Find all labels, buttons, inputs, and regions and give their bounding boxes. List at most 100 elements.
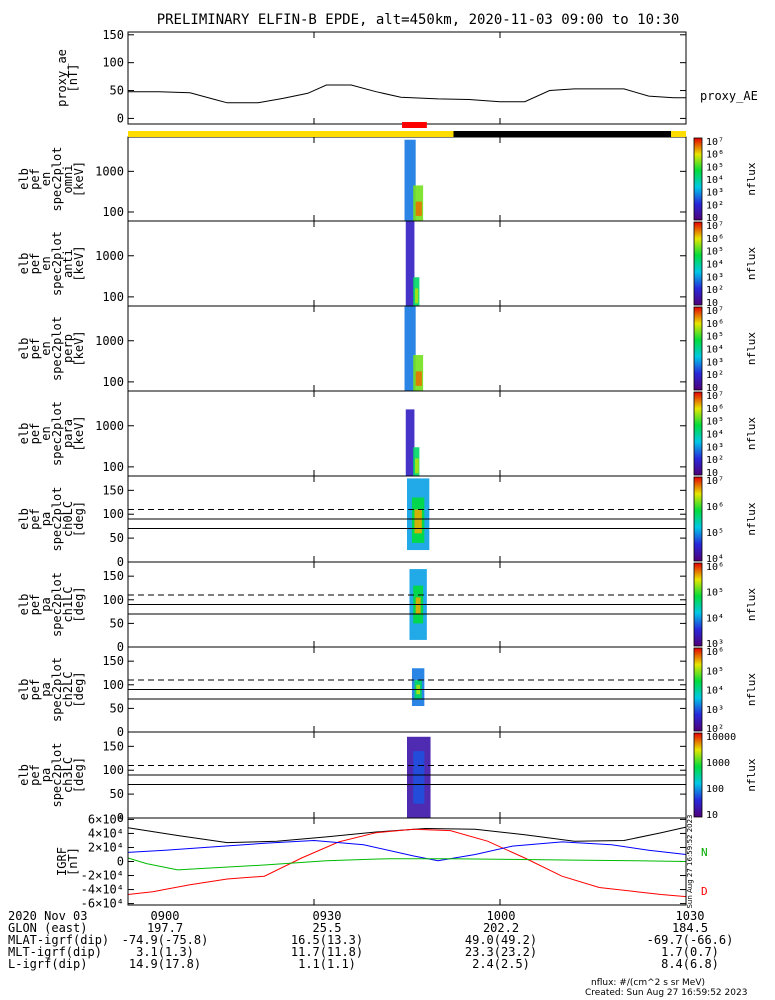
colorbar-tick-label: 10³ [706,272,724,283]
colorbar-tick-label: 10² [706,285,724,296]
ylabel-line: [deg] [72,586,86,622]
footer-row-label: MLT-igrf(dip) [8,945,102,959]
ylabel-line: [keV] [72,245,86,281]
colorbar-label: nflux [745,332,758,365]
colorbar-tick-label: 10 [706,810,718,821]
ylabel-line: spec2plot [50,401,64,466]
colorbar-label: nflux [745,247,758,280]
colorbar [693,732,703,818]
ylabel-line: [nT] [66,847,80,876]
ylabel-line: elb [17,679,31,701]
colorbar-tick-label: 10⁴ [706,260,724,271]
colorbar [693,647,703,732]
colorbar-tick-label: 10⁶ [706,647,724,658]
ylabel-line: pef [28,594,42,616]
ylabel-line: ch0LC [61,501,75,537]
colorbar-tick-label: 10⁷ [706,476,724,487]
colorbar-tick-label: 10 [706,213,718,224]
y-tick-label: 100 [102,763,124,777]
orbit-bar-segment [453,131,672,137]
footer-value: 202.2 [483,921,519,935]
y-tick-label: 150 [102,28,124,42]
footer-value: 23.3(23.2) [465,945,537,959]
colorbar-tick-label: 10² [706,370,724,381]
spectrogram-cell [415,201,422,216]
y-tick-label: 150 [102,569,124,583]
y-tick-label: -4×10⁴ [81,883,124,897]
spectrogram-cell [404,139,416,221]
y-tick-label: 100 [102,593,124,607]
ylabel-line: [deg] [72,757,86,793]
y-tick-label: 50 [110,701,124,715]
colorbar-tick-label: 10 [706,383,718,394]
y-tick-label: 0 [117,640,124,654]
chart-title: PRELIMINARY ELFIN-B EPDE, alt=450km, 202… [157,12,680,28]
y-tick-label: 50 [110,84,124,98]
spectrogram-cell [413,751,425,804]
colorbar-tick-label: 10⁴ [706,175,724,186]
footer-value: 2.4(2.5) [472,957,530,971]
ylabel-line: [nT] [66,64,80,93]
series-line [128,84,686,104]
spectrogram-cell [404,306,416,391]
ylabel-line: pef [28,338,42,360]
ylabel-line: [keV] [72,330,86,366]
colorbar-tick-label: 10 [706,298,718,309]
ylabel-line: pef [28,508,42,530]
ylabel-line: spec2plot [50,486,64,551]
spectrogram-cell [405,409,415,476]
series-side-label: D [701,885,708,898]
ylabel-line: pef [28,679,42,701]
ylabel-line: en [39,172,53,186]
ylabel-line: pef [28,423,42,445]
ylabel-line: spec2plot [50,742,64,807]
colorbar-tick-label: 10⁴ [706,430,724,441]
footer-value: 197.7 [147,921,183,935]
colorbar-label: nflux [745,758,758,791]
footer-value: 0900 [151,909,180,923]
footer-value: 1.7(0.7) [661,945,719,959]
colorbar-tick-label: 10² [706,724,724,735]
spectrogram-cell [415,371,422,386]
colorbar-tick-label: 10² [706,455,724,466]
y-tick-label: 0 [117,555,124,569]
y-tick-label: 50 [110,787,124,801]
ylabel-line: elb [17,764,31,786]
ylabel-line: para [61,419,75,448]
y-tick-label: 0 [117,725,124,739]
colorbar-label: nflux [745,502,758,535]
y-tick-label: 100 [102,375,124,389]
colorbar-tick-label: 10⁵ [706,417,724,428]
panel-frame [127,31,687,125]
ylabel-line: pa [39,512,53,526]
ylabel-line: elb [17,338,31,360]
ylabel-line: proxy_ae [55,49,69,107]
colorbar-tick-label: 10⁵ [706,247,724,258]
ylabel-line: perp [61,334,75,363]
ylabel-line: pa [39,682,53,696]
y-tick-label: 150 [102,483,124,497]
y-tick-label: 100 [102,460,124,474]
y-tick-label: 100 [102,678,124,692]
colorbar [693,476,703,562]
ylabel-line: elb [17,423,31,445]
ylabel-line: elb [17,168,31,190]
colorbar-tick-label: 10⁵ [706,666,724,677]
colorbar-label: nflux [745,417,758,450]
series-line [127,826,687,844]
colorbar-tick-label: 10 [706,468,718,479]
ylabel-line: spec2plot [50,657,64,722]
side-timestamp: Sun Aug 27 16:59:52 2023 [686,814,694,908]
spectrogram-cell [415,458,419,474]
y-tick-label: -2×10⁴ [81,869,124,883]
ylabel-line: IGRF [55,847,69,876]
y-tick-label: 0 [117,811,124,825]
spectrogram-cell [405,221,415,306]
ylabel-line: pef [28,764,42,786]
y-tick-label: 0 [117,855,124,869]
spectrogram-cell [415,597,421,614]
series-line [127,839,687,862]
colorbar-tick-label: 10⁴ [706,613,724,624]
y-tick-label: -6×10⁴ [81,897,124,911]
footer-value: -74.9(-75.8) [122,933,209,947]
